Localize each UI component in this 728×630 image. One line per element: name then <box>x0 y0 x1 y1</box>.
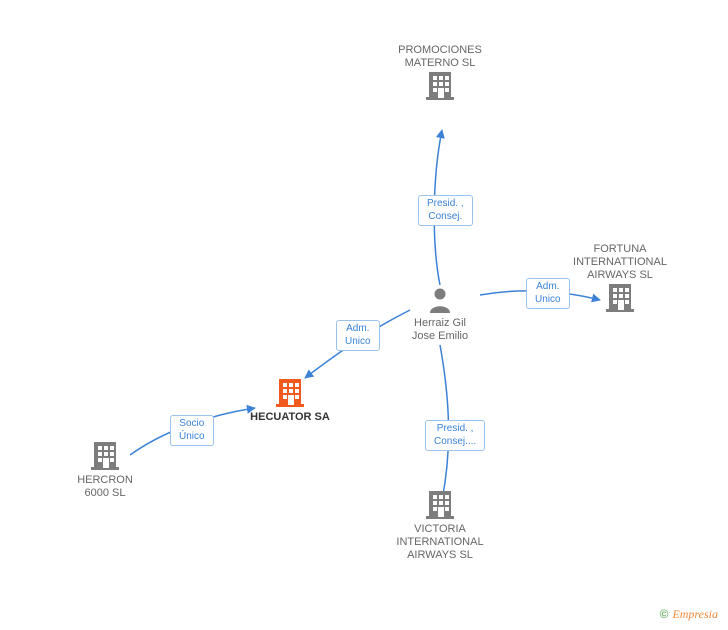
building-icon <box>560 282 680 312</box>
node-promociones[interactable]: PROMOCIONESMATERNO SL <box>380 40 500 100</box>
building-icon <box>380 70 500 100</box>
node-label: HECUATOR SA <box>230 411 350 424</box>
node-hecuator[interactable]: HECUATOR SA <box>230 377 350 424</box>
edge-label-e_promociones: Presid. ,Consej. <box>418 195 473 226</box>
edge-label-e_hecuator: Adm.Unico <box>336 320 380 351</box>
copyright-symbol: © <box>660 607 669 621</box>
node-label: VICTORIAINTERNATIONALAIRWAYS SL <box>380 523 500 563</box>
watermark: ©Empresia <box>660 607 718 622</box>
node-herraiz[interactable]: Herraiz GilJose Emilio <box>380 287 500 343</box>
edge-label-e_fortuna: Adm.Unico <box>526 278 570 309</box>
person-icon <box>380 287 500 313</box>
node-label: FORTUNAINTERNATTIONALAIRWAYS SL <box>560 243 680 283</box>
building-icon <box>45 440 165 470</box>
edges-layer <box>0 0 728 630</box>
node-hercron[interactable]: HERCRON6000 SL <box>45 440 165 500</box>
node-label: HERCRON6000 SL <box>45 474 165 500</box>
node-label: PROMOCIONESMATERNO SL <box>380 44 500 70</box>
building-icon <box>230 377 350 407</box>
node-label: Herraiz GilJose Emilio <box>380 317 500 343</box>
brand-name: Empresia <box>672 607 718 621</box>
edge-label-e_hercron: SocioÚnico <box>170 415 214 446</box>
building-icon <box>380 489 500 519</box>
edge-label-e_victoria: Presid. ,Consej.... <box>425 420 485 451</box>
node-victoria[interactable]: VICTORIAINTERNATIONALAIRWAYS SL <box>380 489 500 563</box>
node-fortuna[interactable]: FORTUNAINTERNATTIONALAIRWAYS SL <box>560 239 680 313</box>
